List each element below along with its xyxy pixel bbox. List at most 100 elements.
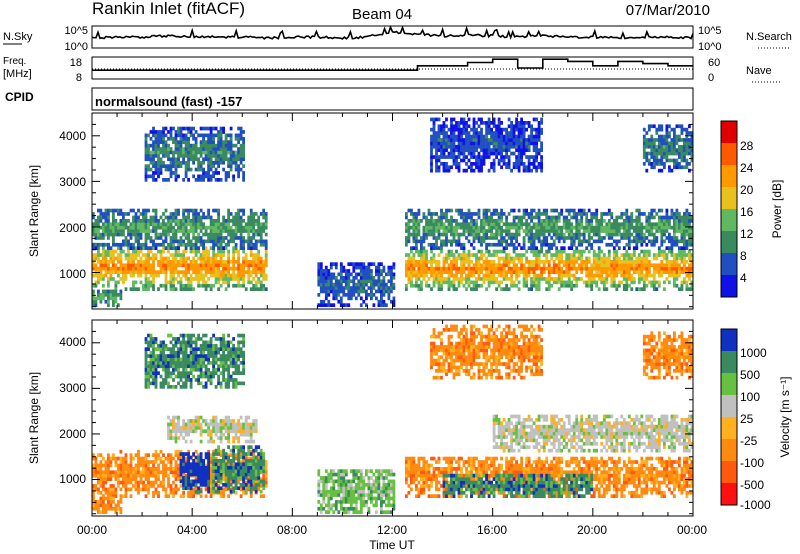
echo-cell [435,263,438,268]
echo-cell [673,236,676,240]
echo-cell [234,249,238,254]
echo-cell [470,287,473,291]
echo-cell [202,239,205,244]
echo-cell [412,222,416,227]
echo-cell [635,266,639,271]
echo-cell [492,117,496,122]
echo-cell [172,287,175,291]
echo-cell [602,287,606,291]
nsky-series-line [91,24,694,40]
echo-cell [104,266,108,271]
echo-cell [683,165,686,170]
echo-cell [137,263,140,268]
echo-cell [99,299,103,304]
echo-cell [137,467,140,471]
echo-cell [610,266,614,271]
echo-cell [387,289,391,294]
echo-cell [585,215,589,220]
echo-cell [144,242,148,247]
echo-cell [607,266,611,271]
echo-cell [650,134,654,139]
echo-cell [655,280,659,285]
echo-cell [187,208,190,213]
echo-cell [182,225,185,230]
echo-cell [152,126,155,131]
echo-cell [197,178,200,182]
echo-cell [640,222,644,227]
echo-cell [349,286,353,290]
echo-cell [264,225,268,230]
echo-cell [570,222,574,227]
echo-cell [94,280,98,285]
echo-cell [540,155,543,159]
echo-cell [159,150,163,155]
echo-cell [517,260,521,264]
echo-cell [214,260,218,264]
echo-cell [572,242,576,247]
echo-cell [605,212,609,216]
echo-cell [472,127,476,132]
echo-cell [605,280,609,285]
echo-cell [357,286,361,290]
echo-cell [652,280,656,285]
echo-cell [172,256,175,261]
echo-cell [652,144,656,149]
echo-cell [668,222,671,227]
echo-cell [627,246,631,250]
echo-cell [139,270,143,274]
echo-cell [612,256,616,261]
echo-cell [132,232,135,237]
echo-cell [500,155,503,159]
echo-cell [99,480,103,485]
echo-cell [164,140,168,144]
echo-cell [485,121,488,125]
echo-cell [690,134,694,139]
echo-cell [144,487,148,492]
echo-cell [522,222,526,227]
echo-cell [177,208,180,213]
echo-cell [109,463,113,468]
echo-cell [480,158,483,163]
echo-cell [380,289,383,294]
echo-cell [445,134,448,139]
echo-cell [462,266,466,271]
echo-cell [622,219,626,223]
echo-cell [149,150,153,155]
echo-cell [657,283,661,288]
echo-cell [455,242,458,247]
echo-cell [209,236,213,240]
echo-cell [112,296,115,301]
echo-cell [157,174,160,179]
echo-cell [470,215,473,220]
echo-cell [234,136,238,141]
echo-cell [470,151,473,156]
echo-cell [470,266,473,271]
echo-cell [167,256,170,261]
echo-cell [229,136,233,141]
echo-cell [507,131,511,135]
echo-cell [650,124,654,129]
echo-cell [517,165,521,170]
echo-cell [647,239,651,244]
echo-cell [377,276,381,280]
echo-cell [680,225,684,230]
echo-cell [470,225,473,230]
echo-cell [144,460,148,464]
echo-cell [99,208,103,213]
echo-cell [257,263,261,268]
echo-cell [550,270,554,274]
echo-cell [425,260,428,264]
echo-cell [532,158,536,163]
echo-cell [532,236,536,240]
echo-cell [502,138,506,142]
echo-cell [192,277,195,281]
echo-cell [199,277,203,281]
echo-cell [207,178,210,182]
echo-cell [605,266,609,271]
echo-cell [660,242,664,247]
echo-cell [259,236,263,240]
echo-cell [365,289,368,294]
echo-cell [477,155,481,159]
echo-cell [119,449,123,454]
echo-cell [349,272,353,277]
